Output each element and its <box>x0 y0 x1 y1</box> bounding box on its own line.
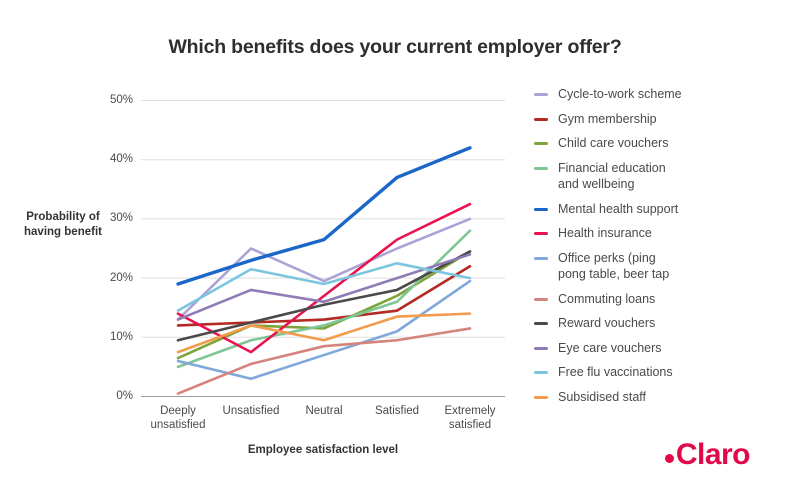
legend-label: Free flu vaccinations <box>558 365 673 379</box>
legend-swatch-icon <box>534 166 548 170</box>
claro-logo: Claro <box>664 438 751 472</box>
legend-swatch-icon <box>534 256 548 260</box>
chart-title: Which benefits does your current employe… <box>168 36 622 58</box>
legend-swatch-icon <box>534 232 548 235</box>
legend-swatch-icon <box>534 346 548 350</box>
x-tick-label: Extremely satisfied <box>444 405 496 432</box>
legend-label: Reward vouchers <box>558 316 656 330</box>
x-tick-label: Unsatisfied <box>222 405 280 417</box>
legend-item: Gym membership <box>534 111 774 128</box>
legend-item: Commuting loans <box>534 291 774 308</box>
legend-item: Cycle-to-work scheme <box>534 86 774 103</box>
legend-label: Health insurance <box>558 226 652 240</box>
series-line-health-insurance <box>176 202 472 354</box>
legend-item: Reward vouchers <box>534 315 774 332</box>
legend-swatch-icon <box>534 371 548 374</box>
x-tick-label: Satisfied <box>374 405 420 417</box>
legend-label: Commuting loans <box>558 291 656 306</box>
legend-item: Eye care vouchers <box>534 340 774 357</box>
legend-item: Financial education and wellbeing <box>534 160 774 193</box>
legend-swatch-icon <box>534 297 548 301</box>
legend-swatch-icon <box>534 142 548 145</box>
x-axis-title: Employee satisfaction level <box>247 444 399 456</box>
series-line-subsidised-staff <box>176 312 472 354</box>
x-tick-label: Deeply unsatisfied <box>150 405 206 432</box>
legend-swatch-icon <box>534 207 548 211</box>
series-line-free-flu-vaccinations <box>176 261 472 312</box>
x-tick-label: Neutral <box>305 405 343 417</box>
y-tick-label: 40% <box>109 153 133 166</box>
series-line-cycle-to-work-scheme <box>176 217 472 321</box>
y-tick-label: 10% <box>109 330 133 343</box>
legend-item: Office perks (ping pong table, beer tap <box>534 250 774 283</box>
y-tick-label: 20% <box>109 271 133 284</box>
logo-text: Claro <box>675 438 751 471</box>
legend-swatch-icon <box>534 395 548 399</box>
legend-item: Child care vouchers <box>534 135 774 152</box>
y-tick-label: 30% <box>109 212 133 225</box>
legend-item: Free flu vaccinations <box>534 364 774 381</box>
logo-dot-icon <box>664 454 674 463</box>
legend-label: Subsidised staff <box>558 389 647 404</box>
legend-item: Subsidised staff <box>534 389 774 406</box>
legend-label: Financial education and wellbeing <box>558 160 666 192</box>
chart-legend: Cycle-to-work scheme Gym membership Child … <box>534 86 774 405</box>
series-line-mental-health-support <box>176 146 472 286</box>
y-tick-label: 50% <box>109 94 133 106</box>
legend-swatch-icon <box>534 93 548 96</box>
legend-label: Eye care vouchers <box>558 340 662 355</box>
y-axis-title: Probability of having benefit <box>24 211 102 238</box>
legend-item: Mental health support <box>534 201 774 218</box>
legend-label: Mental health support <box>558 201 679 216</box>
legend-swatch-icon <box>534 117 548 121</box>
series-line-eye-care-vouchers <box>176 253 472 321</box>
series-line-commuting-loans <box>176 327 472 395</box>
legend-item: Health insurance <box>534 225 774 242</box>
y-tick-label: 0% <box>116 390 133 402</box>
legend-label: Cycle-to-work scheme <box>558 87 682 101</box>
series-line-reward-vouchers <box>176 250 472 342</box>
series-line-child-care-vouchers <box>176 250 472 360</box>
legend-label: Gym membership <box>558 111 657 126</box>
legend-swatch-icon <box>534 322 548 325</box>
series-line-gym-membership <box>176 264 472 327</box>
legend-label: Child care vouchers <box>558 136 669 150</box>
legend-label: Office perks (ping pong table, beer tap <box>558 250 670 282</box>
